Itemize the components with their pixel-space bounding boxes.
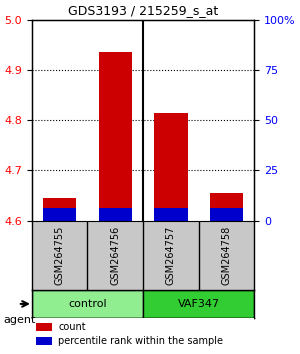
- Text: GSM264756: GSM264756: [110, 225, 120, 285]
- Bar: [99, 52, 132, 221]
- Title: GDS3193 / 215259_s_at: GDS3193 / 215259_s_at: [68, 4, 218, 17]
- Bar: [210, 208, 243, 221]
- Text: percentile rank within the sample: percentile rank within the sample: [58, 336, 224, 346]
- Bar: [210, 193, 243, 221]
- Bar: [99, 208, 132, 221]
- Bar: [36, 337, 52, 345]
- FancyBboxPatch shape: [143, 290, 254, 318]
- Text: GSM264755: GSM264755: [55, 225, 64, 285]
- Text: GSM264758: GSM264758: [222, 225, 232, 285]
- Bar: [154, 113, 188, 221]
- Text: count: count: [58, 322, 86, 332]
- Text: VAF347: VAF347: [178, 299, 220, 309]
- Bar: [154, 208, 188, 221]
- Bar: [43, 208, 76, 221]
- Text: GSM264757: GSM264757: [166, 225, 176, 285]
- Text: control: control: [68, 299, 107, 309]
- Text: agent: agent: [3, 315, 35, 325]
- Bar: [36, 323, 52, 331]
- FancyBboxPatch shape: [32, 290, 143, 318]
- Bar: [43, 198, 76, 221]
